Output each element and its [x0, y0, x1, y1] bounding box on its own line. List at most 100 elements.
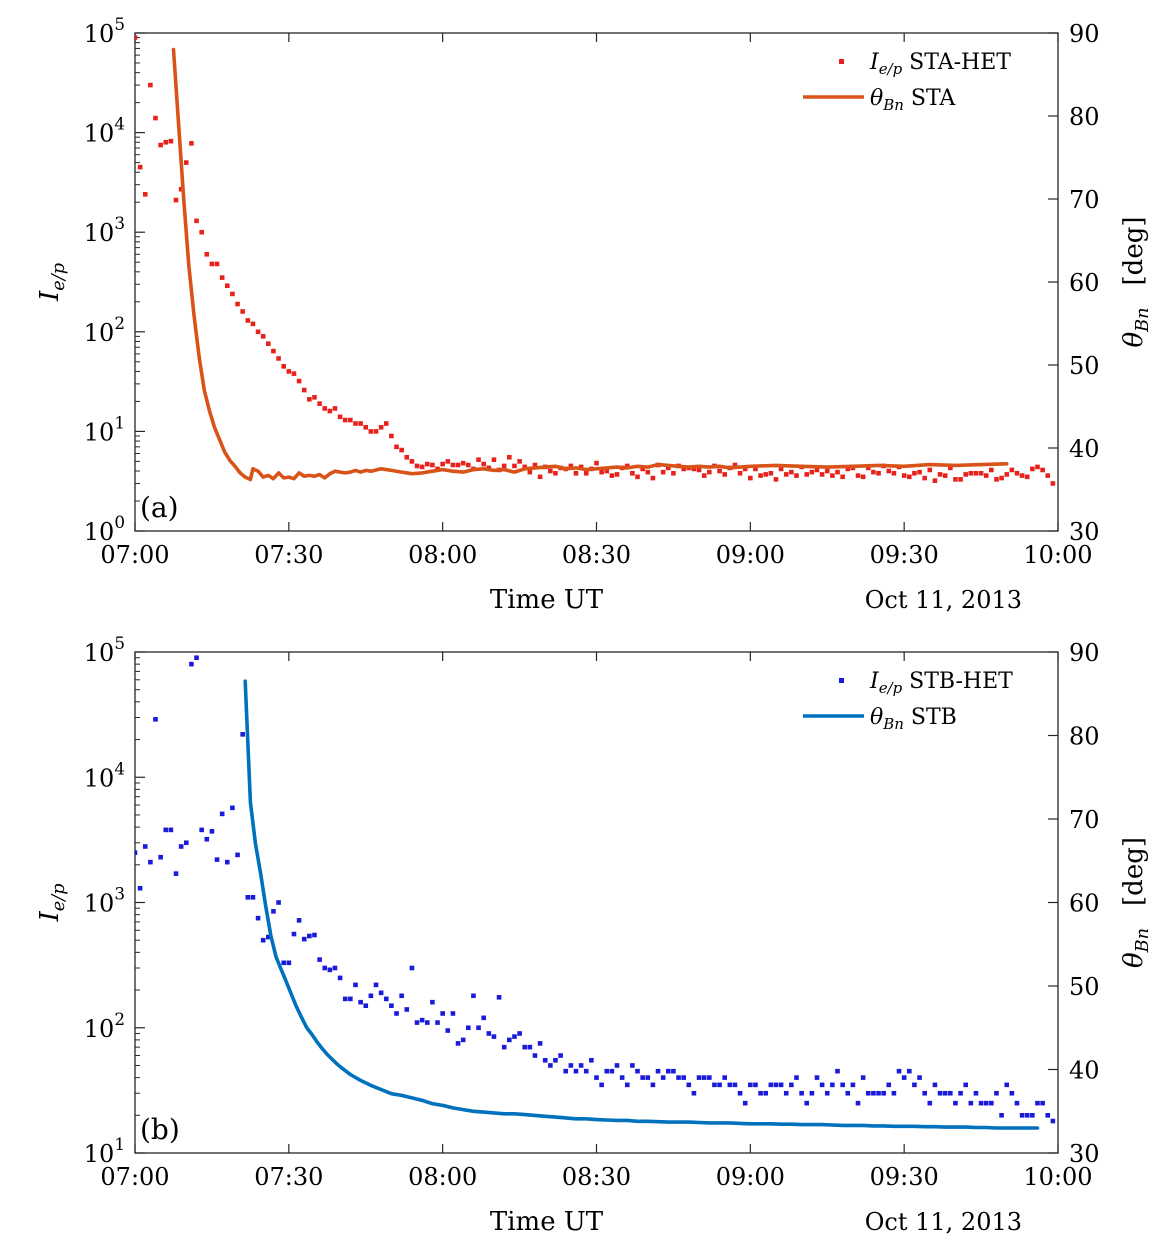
data-point	[717, 1082, 722, 1088]
y-left-tick-label: 104	[84, 114, 125, 148]
data-point	[604, 1068, 610, 1074]
data-point	[942, 473, 948, 478]
data-point	[696, 467, 702, 473]
data-point	[1045, 1112, 1051, 1118]
data-point	[865, 1090, 871, 1096]
tick-exp: 5	[114, 14, 125, 34]
data-point	[271, 348, 276, 354]
data-point	[794, 473, 799, 478]
data-point	[430, 999, 435, 1005]
data-point	[399, 447, 404, 453]
data-point	[327, 967, 333, 973]
data-point	[537, 474, 543, 480]
data-point	[189, 141, 194, 146]
data-point	[686, 1082, 692, 1088]
data-point	[445, 459, 451, 464]
data-point	[491, 1034, 497, 1039]
y-right-tick-label: 70	[1069, 186, 1100, 214]
tick-base: 10	[84, 120, 115, 148]
legend-main: I	[869, 669, 880, 694]
tick-base: 10	[84, 20, 115, 48]
data-point	[532, 462, 538, 468]
data-point	[701, 473, 707, 478]
legend-text: STB	[904, 705, 957, 730]
data-point	[819, 472, 825, 477]
data-point	[512, 1034, 517, 1039]
data-point	[681, 466, 686, 472]
legend-main: θ	[870, 705, 883, 730]
data-point	[978, 470, 984, 476]
data-point	[501, 1044, 507, 1050]
data-point	[753, 1082, 758, 1088]
y-left-axis-label-sub: e/p	[49, 883, 69, 911]
data-point	[135, 850, 138, 855]
data-point	[722, 472, 727, 477]
tick-exp: 2	[114, 313, 125, 333]
x-tick-label: 09:30	[870, 541, 939, 569]
data-point	[783, 1090, 789, 1096]
tick-exp: 3	[114, 213, 125, 233]
data-point	[578, 464, 584, 470]
tick-base: 10	[84, 219, 115, 247]
data-point	[901, 1075, 907, 1080]
data-point	[271, 909, 276, 914]
data-point	[773, 477, 779, 482]
tick-exp: 0	[114, 512, 125, 532]
legend-entry: θBn STA	[870, 86, 956, 114]
data-point	[1050, 481, 1056, 486]
data-point	[912, 470, 917, 476]
tick-exp: 1	[114, 1134, 125, 1154]
data-point	[650, 475, 656, 481]
y-left-axis-label: Ie/p	[35, 883, 69, 922]
y-right-tick-label: 30	[1069, 1140, 1100, 1168]
series-line	[171, 47, 1009, 482]
data-point	[568, 1063, 574, 1068]
data-point	[153, 717, 158, 722]
data-point	[317, 957, 322, 962]
data-point	[337, 414, 343, 420]
data-point	[424, 1020, 430, 1025]
data-point	[394, 1011, 399, 1016]
data-point	[158, 142, 163, 148]
data-point	[1030, 466, 1035, 472]
data-point	[496, 995, 502, 1000]
data-point	[373, 429, 379, 434]
data-point	[958, 477, 963, 482]
data-point	[204, 251, 210, 257]
data-point	[235, 852, 240, 858]
data-point	[999, 1112, 1004, 1118]
data-point	[978, 1100, 984, 1106]
data-point	[876, 470, 881, 476]
data-point	[865, 465, 871, 471]
data-point	[414, 463, 420, 469]
y-right-tick-label: 60	[1069, 269, 1100, 297]
data-point	[722, 1075, 727, 1080]
data-point	[240, 732, 245, 737]
data-point	[348, 417, 353, 423]
data-point	[835, 1068, 840, 1074]
data-point	[183, 840, 189, 846]
data-point	[614, 1063, 620, 1068]
data-point	[332, 965, 338, 971]
data-point	[906, 474, 912, 480]
data-point	[665, 465, 671, 471]
data-point	[312, 394, 317, 400]
data-point	[322, 406, 328, 411]
data-point	[296, 378, 302, 384]
theta-main: θ	[1119, 332, 1149, 348]
data-point	[758, 1090, 763, 1096]
data-point	[214, 857, 220, 862]
data-point	[1024, 1112, 1030, 1118]
data-point	[953, 477, 958, 482]
tick-base: 10	[84, 319, 115, 347]
y-left-tick-label: 103	[84, 213, 125, 247]
data-point	[209, 261, 215, 267]
data-point	[137, 885, 143, 891]
data-point	[660, 469, 666, 475]
data-point	[142, 844, 148, 849]
data-point	[804, 472, 810, 477]
x-tick-label: 08:00	[408, 1163, 477, 1191]
data-point	[1040, 1100, 1045, 1106]
data-point	[1019, 1112, 1025, 1118]
data-point	[737, 1090, 743, 1096]
